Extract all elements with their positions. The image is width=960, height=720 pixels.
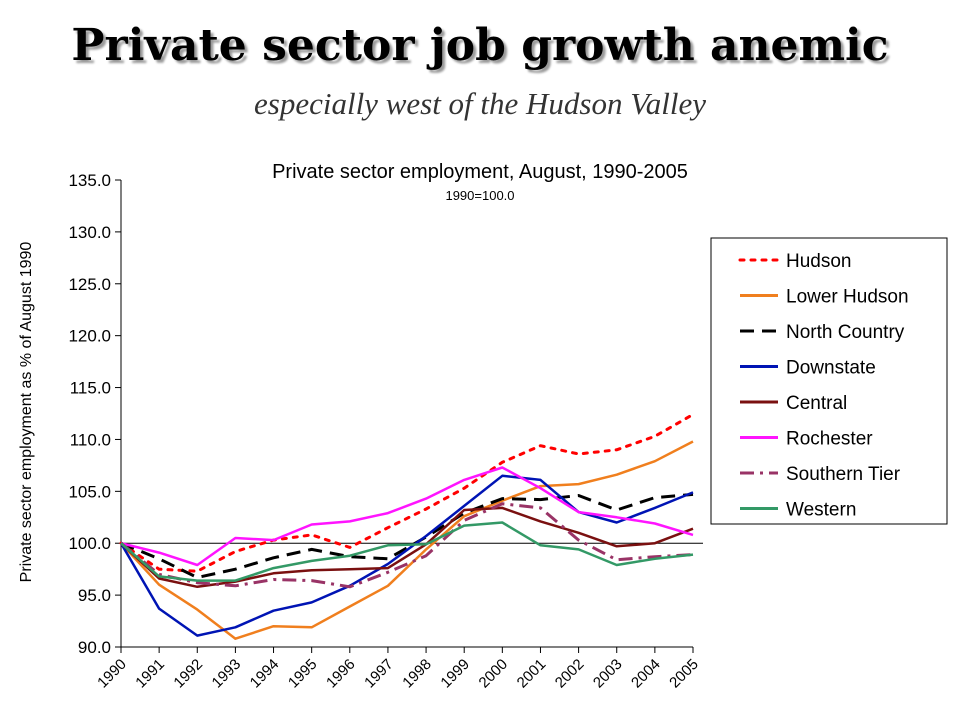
series-line-hudson	[119, 413, 695, 573]
y-tick-label: 105.0	[68, 482, 111, 501]
x-tick-label: 1993	[209, 656, 245, 692]
y-tick-label: 135.0	[68, 171, 111, 190]
legend-label-southern-tier: Southern Tier	[786, 464, 901, 485]
x-tick-label: 1990	[94, 656, 130, 692]
y-tick-label: 110.0	[70, 430, 111, 449]
series-line-downstate	[119, 474, 694, 637]
chart-title: Private sector employment, August, 1990-…	[272, 161, 688, 183]
y-tick-label: 120.0	[68, 327, 111, 346]
x-tick-label: 1997	[361, 656, 397, 692]
y-tick-label: 100.0	[68, 534, 111, 553]
x-tick-label: 1991	[132, 656, 168, 692]
legend-label-downstate: Downstate	[786, 358, 876, 379]
legend-label-western: Western	[786, 500, 856, 521]
x-tick-label: 2002	[552, 656, 588, 692]
series-line-western	[120, 521, 694, 582]
x-tick-label: 2004	[628, 656, 664, 692]
x-tick-label: 1999	[437, 656, 473, 692]
slide-title: Private sector job growth anemic	[71, 20, 889, 71]
y-tick-label: 90.0	[78, 638, 111, 657]
y-tick-label: 115.0	[70, 379, 111, 398]
legend-label-lower-hudson: Lower Hudson	[786, 287, 909, 308]
x-tick-label: 2005	[666, 656, 702, 692]
legend-label-hudson: Hudson	[786, 251, 852, 272]
x-tick-label: 2003	[590, 656, 626, 692]
x-tick-label: 2001	[514, 656, 550, 692]
legend-label-central: Central	[786, 393, 847, 414]
plot-area: 135.0 130.0 125.0 120.0 115.0 110.0 105.0 100.0…	[68, 171, 703, 691]
series-line-southern-tier	[120, 502, 694, 589]
x-tick-label: 1998	[399, 656, 435, 692]
x-tick-label: 1992	[170, 656, 206, 692]
y-axis-label: Private sector employment as % of August…	[18, 242, 35, 583]
x-tick-label: 2000	[476, 656, 512, 692]
legend: Hudson Lower Hudson North Country Downstate…	[710, 237, 948, 525]
series-line-lower-hudson	[120, 440, 694, 640]
legend-label-north-country: North Country	[786, 322, 905, 343]
y-tick-label: 95.0	[78, 586, 111, 605]
legend-box	[710, 237, 948, 525]
chart-subtitle: 1990=100.0	[445, 188, 514, 203]
slide-subtitle: especially west of the Hudson Valley	[254, 86, 706, 121]
y-tick-label: 125.0	[68, 275, 111, 294]
x-tick-label: 1996	[323, 656, 359, 692]
x-tick-label: 1994	[247, 656, 283, 692]
series-line-rochester	[120, 466, 694, 567]
legend-label-rochester: Rochester	[786, 429, 873, 450]
x-tick-label: 1995	[285, 656, 321, 692]
y-tick-label: 130.0	[68, 223, 111, 242]
